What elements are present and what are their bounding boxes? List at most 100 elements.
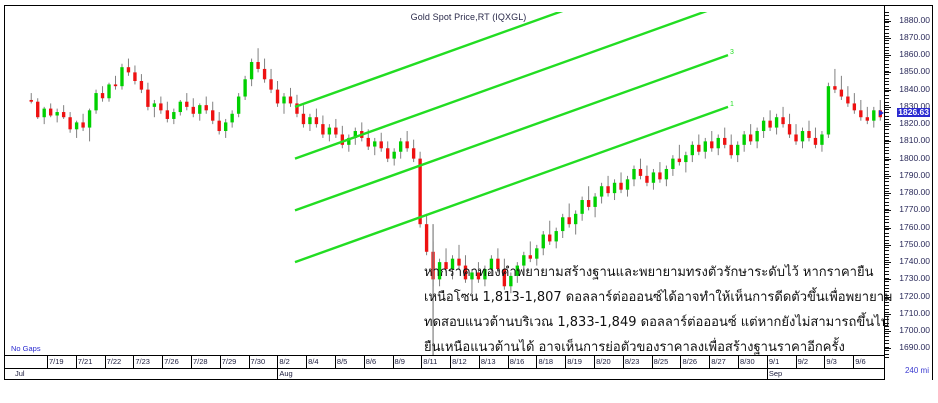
candle-body bbox=[94, 93, 98, 111]
price-tick-label: 1800.00 bbox=[899, 152, 930, 163]
candle-body bbox=[249, 62, 254, 80]
timeframe-label: 240 mi bbox=[904, 366, 929, 375]
date-tick-label: 8/9 bbox=[394, 357, 405, 366]
trend-channel-line[interactable] bbox=[294, 105, 729, 264]
candle-body bbox=[612, 182, 617, 194]
annotation-line-1: หากราคาทองคำพยายามสร้างฐานและพยายามทรงตั… bbox=[424, 265, 874, 280]
candle-body bbox=[230, 113, 234, 123]
candle-body bbox=[554, 231, 558, 242]
date-tick-label: 7/26 bbox=[164, 357, 179, 366]
candle-body bbox=[398, 141, 403, 152]
date-separator bbox=[392, 356, 394, 368]
candle-body bbox=[593, 196, 597, 207]
candle-body bbox=[736, 144, 740, 156]
analysis-annotation: หากราคาทองคำพยายามสร้างฐานและพยายามทรงตั… bbox=[424, 260, 893, 360]
candle-body bbox=[178, 101, 182, 113]
trend-channel-line[interactable] bbox=[294, 12, 728, 160]
date-tick-label: 8/4 bbox=[308, 357, 319, 366]
date-tick-label: 8/26 bbox=[682, 357, 698, 366]
candle-body bbox=[107, 84, 111, 99]
candle-body bbox=[36, 101, 40, 118]
candle-body bbox=[392, 151, 396, 159]
candle-body bbox=[275, 89, 280, 104]
candle-body bbox=[191, 106, 195, 114]
date-separator bbox=[306, 356, 308, 368]
date-tick-label: 8/2 bbox=[279, 357, 290, 366]
candle-body bbox=[496, 258, 500, 270]
candle-body bbox=[502, 269, 507, 287]
date-tick-label: 7/19 bbox=[49, 357, 64, 366]
date-separator bbox=[478, 356, 480, 368]
date-separator bbox=[248, 356, 250, 368]
candle-body bbox=[418, 158, 422, 225]
candle-body bbox=[723, 137, 727, 145]
price-tick-label: 1740.00 bbox=[899, 256, 930, 267]
date-tick-label: 8/25 bbox=[653, 357, 669, 366]
candle-body bbox=[703, 141, 707, 152]
date-tick-label: 8/30 bbox=[740, 357, 755, 366]
candle-body bbox=[146, 89, 150, 107]
candle-body bbox=[386, 148, 390, 159]
price-axis-ticks bbox=[885, 6, 891, 380]
price-tick-label: 1760.00 bbox=[899, 221, 930, 232]
price-tick-label: 1770.00 bbox=[899, 204, 930, 215]
candle-body bbox=[833, 86, 837, 90]
candle-body bbox=[55, 112, 59, 116]
candle-body bbox=[748, 134, 753, 142]
chart-frame: Gold Spot Price,RT (IQXGL) 7531 1880.001… bbox=[4, 5, 933, 380]
candle-body bbox=[541, 234, 545, 249]
month-tick-label: Sep bbox=[768, 369, 783, 378]
date-separator bbox=[853, 356, 855, 368]
price-tick-label: 1720.00 bbox=[899, 290, 930, 301]
date-separator bbox=[363, 356, 365, 368]
trend-channel-line[interactable] bbox=[294, 53, 729, 212]
price-tick-label: 1700.00 bbox=[899, 325, 930, 336]
price-axis[interactable]: 1880.00 1870.00 1860.00 1850.00 1840.00 1830.… bbox=[879, 6, 932, 380]
date-separator bbox=[47, 356, 48, 368]
candle-body bbox=[295, 103, 299, 114]
candle-body bbox=[638, 168, 643, 176]
trend-channel-line[interactable] bbox=[294, 12, 728, 109]
date-separator bbox=[594, 356, 596, 368]
candle-body bbox=[262, 68, 267, 80]
candle-body bbox=[87, 110, 92, 128]
price-tick-label: 1780.00 bbox=[899, 187, 930, 198]
candle-body bbox=[781, 117, 785, 125]
date-tick-label: 9/2 bbox=[797, 357, 809, 366]
date-tick-label: 7/23 bbox=[135, 357, 150, 366]
candle-body bbox=[807, 131, 811, 138]
date-tick-label: 9/1 bbox=[768, 357, 780, 366]
candle-body bbox=[334, 127, 338, 135]
price-tick-label: 1840.00 bbox=[899, 83, 930, 94]
candle-body bbox=[301, 113, 306, 125]
candle-body bbox=[450, 258, 455, 270]
candle-body bbox=[768, 120, 772, 128]
candle-body bbox=[172, 112, 176, 119]
candle-body bbox=[223, 122, 228, 132]
candle-body bbox=[509, 275, 513, 287]
date-tick-label: 9/6 bbox=[855, 357, 866, 366]
candle-body bbox=[872, 110, 876, 121]
candle-body bbox=[126, 67, 131, 73]
candle-body bbox=[288, 96, 293, 104]
candle-body bbox=[373, 141, 377, 147]
candle-body bbox=[29, 99, 33, 102]
candle-body bbox=[133, 72, 137, 81]
price-tick-label: 1810.00 bbox=[899, 135, 930, 146]
price-tick-label: 1860.00 bbox=[899, 49, 930, 60]
price-tick-label: 1790.00 bbox=[899, 169, 930, 180]
date-separator bbox=[680, 356, 682, 368]
price-tick-label: 1850.00 bbox=[899, 66, 930, 77]
price-tick-label: 1710.00 bbox=[899, 307, 930, 318]
chart-title: Gold Spot Price,RT (IQXGL) bbox=[410, 12, 527, 22]
candle-body bbox=[185, 101, 189, 107]
annotation-line-3: ทดสอบแนวต้านบริเวณ 1,833-1,849 ดอลลาร์ต่… bbox=[424, 315, 889, 330]
month-separator bbox=[277, 368, 279, 379]
candle-body bbox=[483, 269, 487, 280]
candle-body bbox=[742, 134, 746, 145]
candle-body bbox=[42, 108, 46, 118]
date-axis[interactable]: 7/19 7/21 7/22 7/23 7/26 7/28 7/29 7/30 8/2 8/4 8/… bbox=[5, 355, 884, 379]
date-tick-label: 8/19 bbox=[567, 357, 582, 366]
candle-body bbox=[379, 141, 383, 149]
